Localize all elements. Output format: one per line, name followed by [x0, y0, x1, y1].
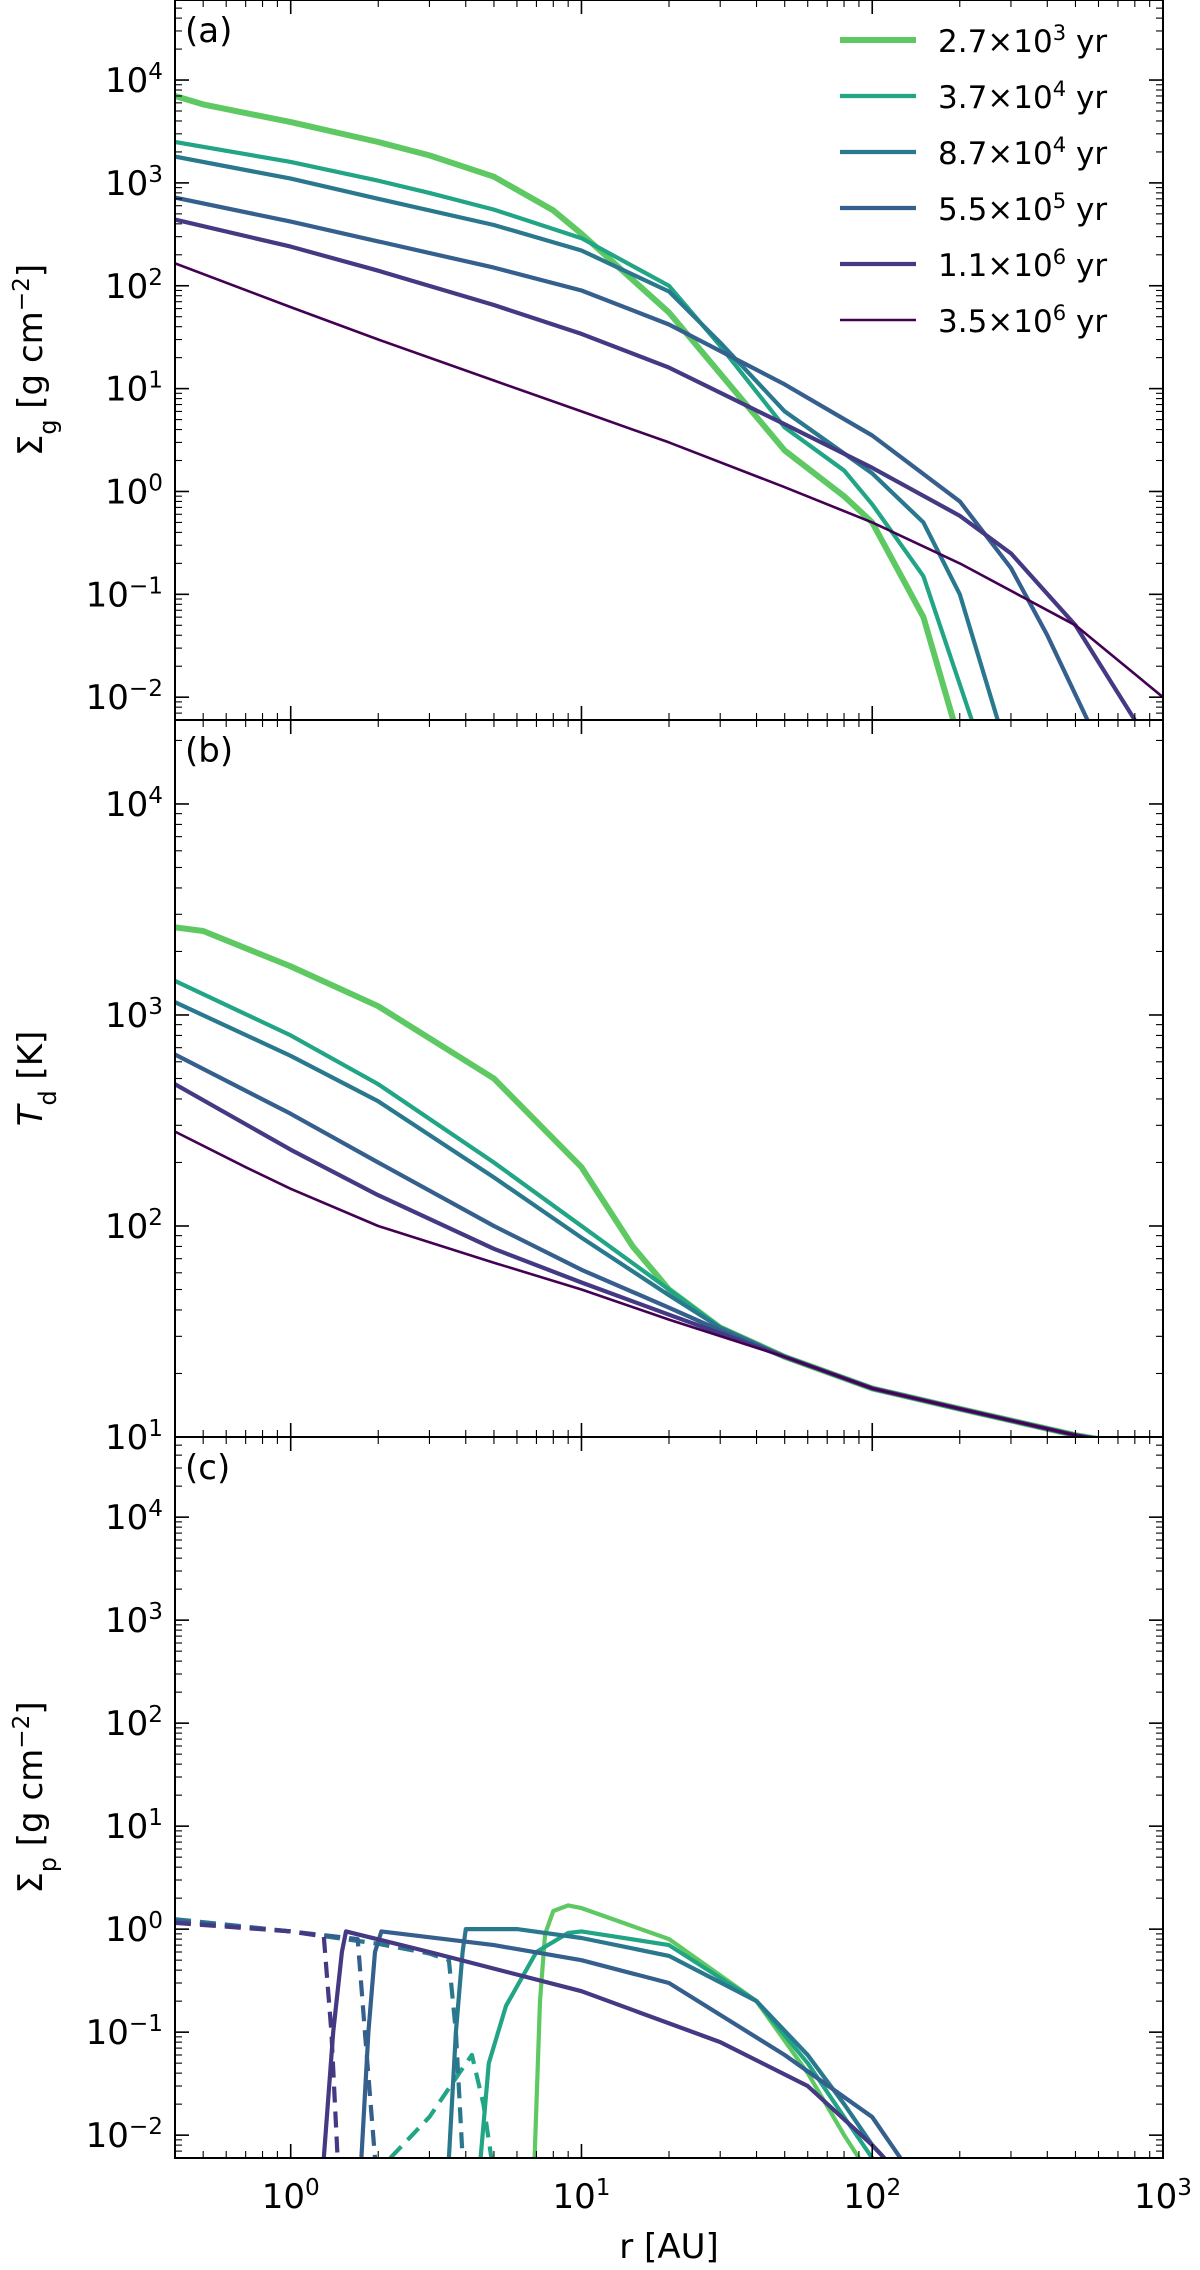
series-group	[175, 1903, 903, 2158]
panel-a: 10−2 10−1 100 101 102 103 104 (a) Σg [g cm−2]	[9, 0, 1164, 721]
series-line-3	[175, 1052, 1100, 1437]
y-tick-label: 102	[105, 265, 163, 307]
series-line-4	[175, 1082, 1100, 1437]
ticks	[174, 1436, 1164, 2159]
series-line-7	[321, 1929, 886, 2158]
legend-item: 3.5×106 yr	[840, 300, 1107, 341]
y-tick-label: 104	[105, 783, 163, 825]
axes-frame	[174, 719, 1164, 1438]
series-line-5	[175, 262, 1163, 699]
series-line-2	[175, 154, 1000, 720]
y-tick-label: 10−1	[86, 573, 163, 615]
y-tick-label: 104	[105, 59, 163, 101]
panel-c: 10−2 10−1 100 101 102 103 104 100 101 102 103 (c) Σp…	[9, 1436, 1192, 2267]
series-line-4	[175, 1917, 465, 2158]
axes-frame	[174, 1436, 1164, 2159]
legend-label: 3.5×106 yr	[938, 300, 1107, 341]
y-tick-label: 103	[105, 1599, 163, 1641]
y-tick-label: 100	[105, 1908, 163, 1950]
y-tick-label: 10−1	[86, 2011, 163, 2053]
y-tick-label: 100	[105, 470, 163, 512]
series-line-0	[175, 924, 1105, 1437]
panel-label: (b)	[185, 731, 233, 771]
x-tick-label: 102	[843, 2175, 901, 2217]
legend-label: 1.1×106 yr	[938, 244, 1107, 285]
y-tick-label: 103	[105, 162, 163, 204]
ticks	[174, 720, 1164, 1438]
legend-item: 2.7×103 yr	[840, 20, 1107, 61]
series-line-3	[175, 195, 1090, 720]
x-tick-label: 103	[1134, 2175, 1192, 2217]
legend-item: 3.7×104 yr	[840, 76, 1107, 117]
series-line-6	[175, 1918, 378, 2158]
legend-label: 8.7×104 yr	[938, 132, 1107, 173]
y-tick-label: 102	[105, 1702, 163, 1744]
series-line-4	[175, 217, 1137, 720]
series-line-3	[446, 1926, 886, 2158]
y-tick-label: 104	[105, 1496, 163, 1538]
legend-label: 3.7×104 yr	[938, 76, 1107, 117]
x-axis-label: r [AU]	[619, 2227, 718, 2267]
y-tick-label: 10−2	[86, 676, 163, 718]
legend-label: 5.5×105 yr	[938, 188, 1107, 229]
series-group	[175, 924, 1105, 1437]
legend-item: 5.5×105 yr	[840, 188, 1107, 229]
legend: 2.7×103 yr 3.7×104 yr 8.7×104 yr 5.5×105 yr…	[840, 20, 1107, 341]
x-tick-label: 101	[552, 2175, 610, 2217]
series-group	[175, 93, 1163, 720]
panels: 10−2 10−1 100 101 102 103 104 (a) Σg [g cm−2] 101…	[9, 0, 1192, 2267]
y-axis-label: Σp [g cm−2]	[9, 1701, 62, 1893]
y-tick-label: 101	[105, 368, 163, 410]
series-line-1	[175, 979, 1100, 1437]
ticks	[174, 0, 1164, 721]
legend-label: 2.7×103 yr	[938, 20, 1107, 61]
series-line-5	[175, 1130, 1095, 1437]
series-line-2	[175, 1000, 1100, 1437]
series-line-5	[359, 1929, 903, 2158]
y-tick-label: 103	[105, 994, 163, 1036]
series-line-8	[175, 1920, 340, 2158]
y-tick-label: 10−2	[86, 2114, 163, 2156]
series-line-0	[175, 93, 957, 720]
x-tick-label: 100	[262, 2175, 320, 2217]
panel-label: (a)	[185, 11, 232, 51]
y-tick-label: 101	[105, 1805, 163, 1847]
series-line-1	[175, 139, 974, 720]
series-line-2	[388, 2052, 494, 2158]
y-axis-label: Σg [g cm−2]	[9, 264, 62, 456]
panel-label: (c)	[185, 1448, 230, 1488]
y-tick-label: 102	[105, 1205, 163, 1247]
panel-b: 101 102 103 104 (b) Td [K]	[11, 719, 1164, 1458]
legend-item: 1.1×106 yr	[840, 244, 1107, 285]
legend-item: 8.7×104 yr	[840, 132, 1107, 173]
y-tick-label: 101	[105, 1416, 163, 1458]
series-line-0	[532, 1903, 861, 2158]
y-axis-label: Td [K]	[11, 1031, 62, 1127]
